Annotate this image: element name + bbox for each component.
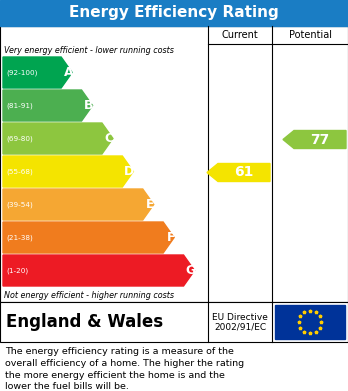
Polygon shape (207, 163, 270, 181)
Text: A: A (64, 66, 73, 79)
Polygon shape (283, 131, 346, 149)
Text: EU Directive: EU Directive (212, 314, 268, 323)
Text: Energy Efficiency Rating: Energy Efficiency Rating (69, 5, 279, 20)
Text: 2002/91/EC: 2002/91/EC (214, 323, 266, 332)
Polygon shape (3, 189, 154, 220)
Text: (55-68): (55-68) (6, 168, 33, 175)
Bar (275, 305, 345, 339)
Text: 61: 61 (234, 165, 254, 179)
Text: England & Wales: England & Wales (6, 313, 163, 331)
Polygon shape (3, 222, 174, 253)
Text: 77: 77 (310, 133, 330, 147)
Text: Not energy efficient - higher running costs: Not energy efficient - higher running co… (4, 291, 174, 300)
Text: (81-91): (81-91) (6, 102, 33, 109)
Text: The energy efficiency rating is a measure of the
overall efficiency of a home. T: The energy efficiency rating is a measur… (5, 347, 244, 391)
Polygon shape (3, 255, 195, 286)
Text: F: F (167, 231, 175, 244)
Text: (1-20): (1-20) (6, 267, 28, 274)
Bar (0, 0, 348, 26)
Bar (0, 26, 348, 302)
Text: Potential: Potential (288, 30, 332, 40)
Polygon shape (3, 123, 113, 154)
Text: G: G (185, 264, 196, 277)
Text: B: B (84, 99, 94, 112)
Text: (69-80): (69-80) (6, 135, 33, 142)
Text: Current: Current (222, 30, 258, 40)
Polygon shape (3, 156, 133, 187)
Text: (92-100): (92-100) (6, 69, 37, 76)
Text: Very energy efficient - lower running costs: Very energy efficient - lower running co… (4, 46, 174, 55)
Text: C: C (105, 132, 114, 145)
Text: E: E (146, 198, 155, 211)
Text: (39-54): (39-54) (6, 201, 33, 208)
Polygon shape (3, 90, 93, 121)
Text: (21-38): (21-38) (6, 234, 33, 241)
Polygon shape (3, 57, 72, 88)
Bar (0, 302, 348, 342)
Text: D: D (124, 165, 134, 178)
